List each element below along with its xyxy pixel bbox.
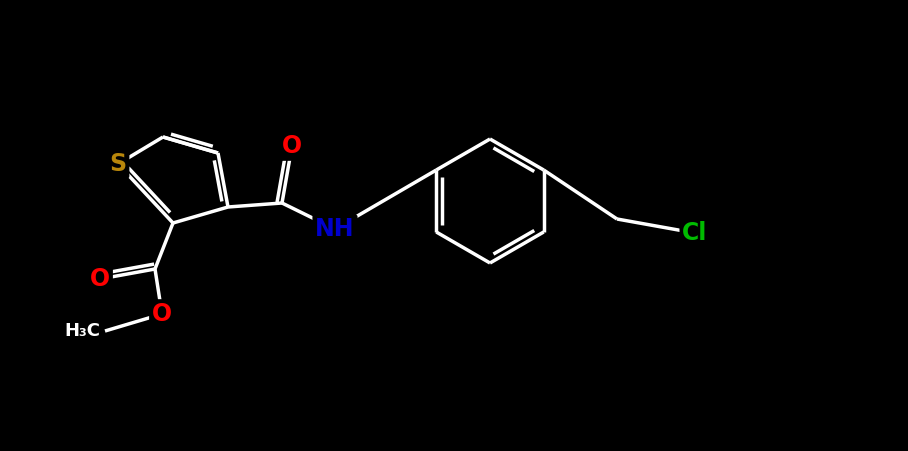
Text: O: O [90, 267, 110, 291]
Text: NH: NH [315, 217, 355, 241]
Text: O: O [282, 134, 302, 158]
Text: S: S [110, 152, 126, 176]
Text: H₃C: H₃C [64, 322, 100, 340]
Text: Cl: Cl [682, 221, 707, 245]
Text: O: O [152, 302, 172, 326]
